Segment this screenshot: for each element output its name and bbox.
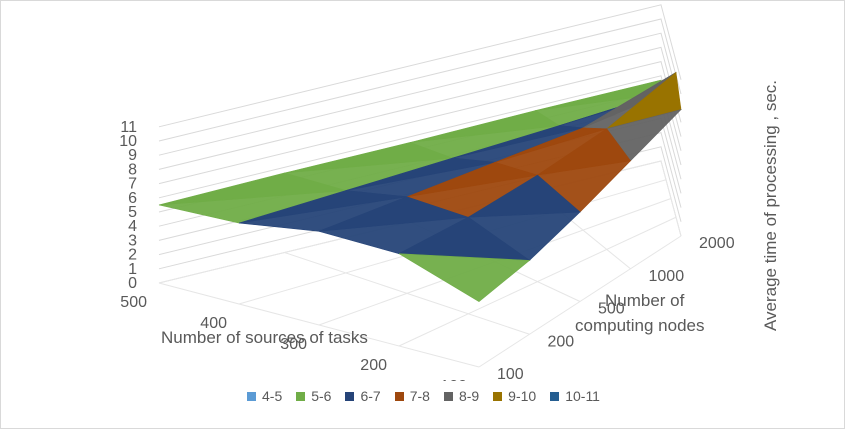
legend-label: 8-9: [458, 388, 480, 404]
legend-swatch: [394, 391, 404, 401]
x-tick-label: 300: [280, 336, 307, 353]
legend-swatch: [443, 391, 453, 401]
legend-swatch: [247, 391, 256, 401]
floor-gridline: [660, 160, 682, 237]
z-tick-label: 7: [128, 176, 137, 193]
y-tick-label: 100: [497, 366, 524, 381]
legend-item: 4-5: [247, 388, 282, 404]
legend: 4-5 5-6 6-7 7-8 8-9 9-10 10-11: [1, 388, 845, 404]
z-tick-label: 8: [128, 161, 137, 178]
z-tick-label: 6: [128, 190, 137, 207]
z-tick-label: 5: [128, 204, 137, 221]
floor-gridline: [158, 282, 480, 368]
legend-label: 4-5: [262, 388, 283, 404]
x-axis-title: Number of sources of tasks: [161, 328, 368, 347]
floor-gridline: [284, 252, 530, 335]
z-tick-label: 10: [119, 133, 137, 150]
x-tick-label: 400: [200, 315, 227, 332]
y-axis-title-line1: Number of: [605, 291, 685, 310]
legend-item: 8-9: [443, 388, 480, 404]
legend-item: 10-11: [550, 388, 600, 404]
legend-swatch: [296, 391, 306, 401]
legend-item: 6-7: [345, 388, 381, 404]
z-axis-title: Average time of processing , sec.: [761, 80, 780, 331]
y-tick-label: 500: [598, 301, 625, 318]
y-tick-label: 200: [548, 333, 575, 350]
legend-item: 9-10: [493, 388, 536, 404]
gridline-z-10: [158, 18, 682, 142]
z-tick-label: 3: [128, 232, 137, 249]
y-tick-label: 2000: [699, 235, 735, 252]
y-tick-label: 1000: [649, 268, 685, 285]
z-tick-label: 4: [128, 218, 137, 235]
legend-label: 9-10: [508, 388, 537, 404]
legend-label: 6-7: [360, 388, 381, 404]
surface: [158, 71, 682, 303]
z-tick-label: 1: [128, 261, 137, 278]
z-tick-label: 11: [120, 119, 137, 136]
gridline-z-11: [158, 4, 682, 128]
legend-label: 10-11: [565, 388, 600, 404]
x-tick-label: 100: [440, 378, 467, 381]
surface-facet: [398, 253, 531, 303]
z-tick-label: 0: [128, 275, 137, 292]
legend-item: 7-8: [394, 388, 430, 404]
legend-swatch: [345, 391, 355, 401]
x-tick-label: 500: [120, 294, 147, 311]
z-tick-label: 2: [128, 247, 137, 264]
gridline-z-6: [158, 75, 682, 199]
legend-swatch: [493, 391, 503, 401]
legend-item: 5-6: [296, 388, 331, 404]
legend-label: 5-6: [311, 388, 332, 404]
legend-label: 7-8: [409, 388, 430, 404]
legend-swatch: [550, 391, 560, 401]
z-tick-label: 9: [128, 147, 137, 164]
x-tick-label: 200: [360, 357, 387, 374]
y-axis-title-line2: computing nodes: [575, 316, 704, 335]
